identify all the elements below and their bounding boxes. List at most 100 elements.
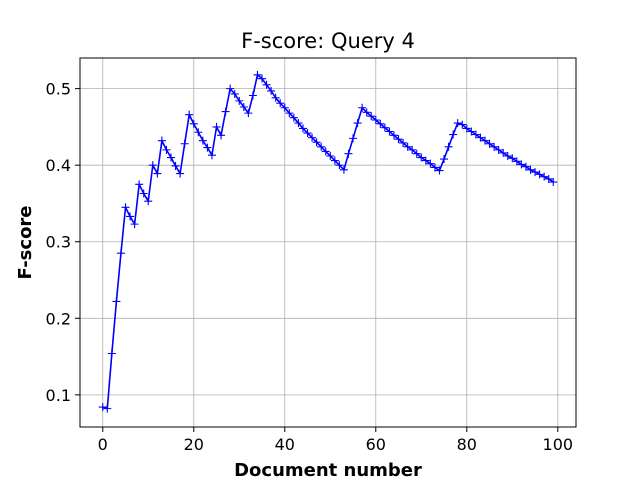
data-point-marker (303, 129, 312, 138)
data-point-marker (112, 297, 121, 306)
data-point-marker (226, 84, 235, 93)
data-point-marker (153, 169, 162, 178)
data-point-marker (417, 153, 426, 162)
data-point-marker (408, 145, 417, 154)
data-point-marker (471, 130, 480, 139)
data-point-marker (444, 142, 453, 151)
y-axis-title: F-score (15, 205, 36, 279)
data-point-marker (157, 136, 166, 145)
data-point-marker (185, 110, 194, 119)
data-point-marker (280, 103, 289, 112)
data-point-marker (285, 109, 294, 118)
data-point-marker (248, 91, 257, 100)
data-point-marker (467, 127, 476, 136)
data-point-marker (426, 159, 435, 168)
data-point-marker (130, 220, 139, 229)
data-point-marker (235, 96, 244, 105)
data-point-marker (308, 133, 317, 142)
data-point-marker (531, 168, 540, 177)
y-tick-label: 0.3 (46, 233, 71, 252)
data-point-marker (521, 162, 530, 171)
data-point-marker (171, 161, 180, 170)
data-point-marker (399, 138, 408, 147)
data-point-marker (462, 124, 471, 133)
data-point-marker (276, 99, 285, 108)
data-point-marker (148, 161, 157, 170)
data-point-marker (198, 136, 207, 145)
data-point-marker (203, 143, 212, 152)
data-point-marker (98, 403, 107, 412)
data-point-marker (135, 180, 144, 189)
x-tick-label: 0 (98, 435, 108, 454)
x-tick-label: 20 (184, 435, 204, 454)
data-point-marker (449, 130, 458, 139)
data-point-marker (376, 119, 385, 128)
data-point-marker (126, 212, 135, 221)
data-point-marker (176, 169, 185, 178)
data-point-marker (267, 86, 276, 95)
data-point-marker (385, 127, 394, 136)
data-point-marker (430, 163, 439, 172)
data-point-marker (116, 249, 125, 258)
x-tick-label: 80 (457, 435, 477, 454)
data-point-marker (508, 154, 517, 163)
x-tick-label: 100 (543, 435, 574, 454)
data-point-marker (440, 155, 449, 164)
data-point-marker (194, 128, 203, 137)
data-point-marker (271, 93, 280, 102)
x-tick-label: 60 (366, 435, 386, 454)
axis-ticks: 0 20 40 60 80 100 0.1 0.2 0.3 0.4 0.5 (46, 80, 574, 454)
data-point-marker (289, 113, 298, 122)
chart-title: F-score: Query 4 (241, 29, 415, 53)
data-point-marker (253, 70, 262, 79)
data-point-marker (435, 166, 444, 175)
data-point-marker (107, 349, 116, 358)
data-point-marker (362, 108, 371, 117)
y-tick-label: 0.1 (46, 386, 71, 405)
data-point-marker (517, 160, 526, 169)
x-axis-title: Document number (234, 460, 422, 480)
data-point-marker (330, 156, 339, 165)
data-point-marker (380, 123, 389, 132)
data-point-marker (490, 142, 499, 151)
plot-frame (79, 57, 577, 428)
data-point-marker (162, 145, 171, 154)
series-line (102, 74, 554, 410)
data-point-marker (298, 124, 307, 133)
data-point-marker (339, 165, 348, 174)
data-point-marker (344, 149, 353, 158)
y-tick-label: 0.5 (46, 80, 71, 99)
y-tick-label: 0.4 (46, 156, 71, 175)
data-point-marker (394, 135, 403, 144)
data-point-marker (189, 119, 198, 128)
data-point-marker (485, 139, 494, 148)
data-point-marker (544, 174, 553, 183)
data-point-marker (121, 203, 130, 212)
data-point-marker (326, 151, 335, 160)
data-point-marker (244, 109, 253, 118)
data-point-marker (494, 145, 503, 154)
data-point-marker (499, 148, 508, 157)
data-point-marker (221, 107, 230, 116)
x-tick-label: 40 (275, 435, 295, 454)
data-point-marker (371, 116, 380, 125)
data-point-marker (421, 156, 430, 165)
data-point-marker (535, 170, 544, 179)
data-point-marker (239, 102, 248, 111)
data-point-marker (207, 151, 216, 160)
data-point-marker (144, 197, 153, 206)
data-point-marker (217, 131, 226, 140)
data-series (98, 70, 558, 413)
data-point-marker (103, 404, 112, 413)
data-point-marker (453, 119, 462, 128)
data-point-marker (503, 151, 512, 160)
data-point-marker (512, 157, 521, 166)
data-point-marker (549, 178, 558, 187)
data-point-marker (403, 142, 412, 151)
data-point-marker (358, 103, 367, 112)
data-point-marker (139, 189, 148, 198)
data-point-marker (167, 153, 176, 162)
data-point-marker (476, 133, 485, 142)
data-point-marker (412, 149, 421, 158)
